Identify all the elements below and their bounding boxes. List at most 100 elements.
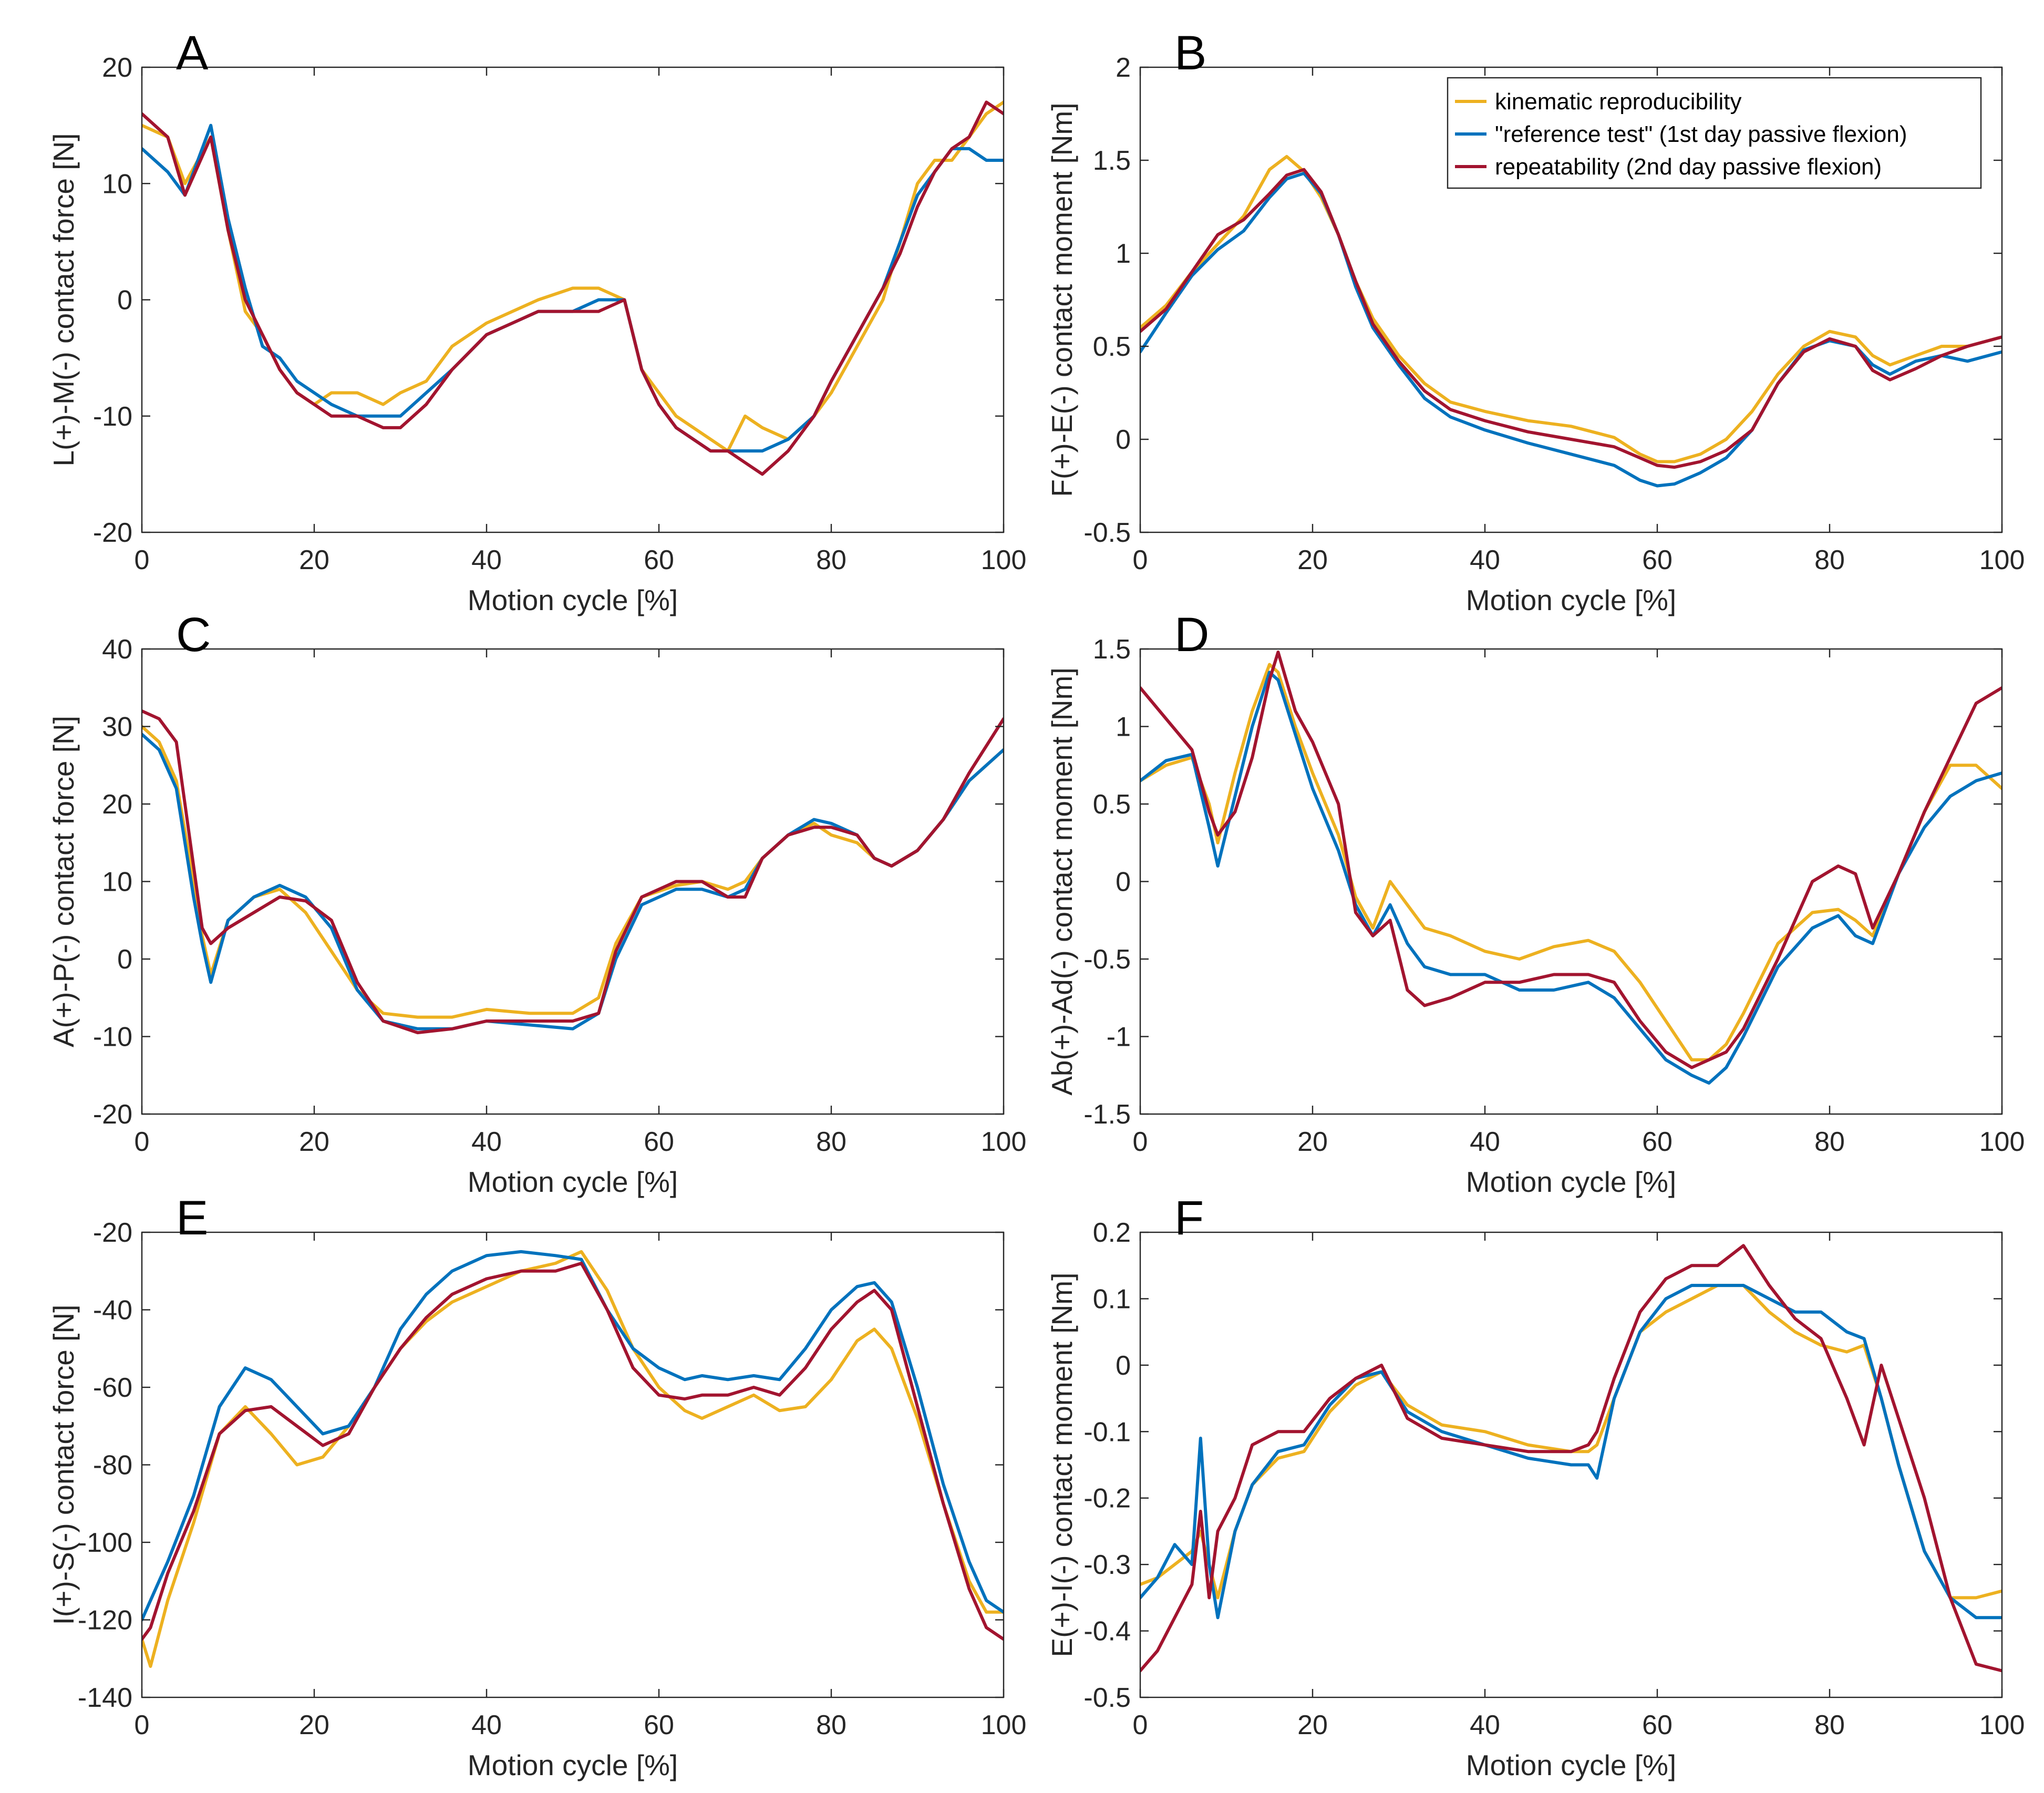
y-tick-label: -0.3 [1083,1550,1131,1580]
panel-letter: F [1174,1191,1204,1245]
y-tick-label: 2 [1116,53,1131,83]
x-tick-label: 20 [1297,1127,1328,1157]
plot-frame [1139,1231,2003,1698]
plot-frame [1139,66,2003,533]
x-tick-label: 80 [1814,545,1845,575]
y-tick-label: -20 [93,518,132,548]
y-tick-label: -60 [93,1373,132,1403]
y-tick-label: -10 [93,401,132,432]
x-tick-label: 100 [1979,1710,2025,1740]
y-tick-label: -0.5 [1083,518,1131,548]
y-tick-label: -40 [93,1295,132,1326]
y-tick-label: 10 [102,169,132,199]
x-tick-label: 20 [1297,545,1328,575]
panel-f: 0 20 40 60 80 100 -0.5 -0.4 -0.3 -0.2 -0.1 0 0.1 0.2 M… [1046,1191,2025,1781]
y-tick-label: 0 [117,285,132,316]
y-tick-label: 1.5 [1093,634,1131,665]
series-line-reference [1140,671,2002,1085]
y-tick-label: 1 [1116,712,1131,743]
y-axis-label: L(+)-M(-) contact force [N] [47,133,80,466]
series-line-repeatability [1140,1244,2002,1673]
legend: kinematic reproducibility "reference test… [1447,77,1982,189]
x-tick-label: 40 [471,1127,502,1157]
series-line-repeatability [142,709,1004,1035]
y-axis-label: A(+)-P(-) contact force [N] [47,716,80,1047]
y-axis-label: I(+)-S(-) contact force [N] [47,1305,80,1625]
panel-letter: A [176,26,209,80]
x-tick-label: 60 [644,545,674,575]
panel-letter: C [176,608,211,662]
y-tick-label: 20 [102,789,132,820]
y-tick-label: 40 [102,634,132,665]
x-tick-label: 40 [1470,1710,1500,1740]
y-tick-label: -1 [1107,1022,1131,1053]
x-tick-label: 100 [1979,545,2025,575]
x-tick-label: 100 [981,1127,1027,1157]
x-axis-label: Motion cycle [%] [1466,1166,1676,1198]
x-tick-label: 40 [471,545,502,575]
y-tick-label: 0 [1116,1351,1131,1381]
x-tick-label: 60 [1642,1127,1673,1157]
series-line-repeatability [1140,650,2002,1069]
x-tick-label: 60 [644,1710,674,1740]
y-tick-label: -10 [93,1022,132,1053]
legend-box [1447,77,1982,189]
y-tick-label: -0.5 [1083,1683,1131,1713]
x-tick-label: 40 [471,1710,502,1740]
x-tick-label: 20 [299,1127,329,1157]
y-tick-label: -20 [93,1218,132,1248]
y-axis-label: F(+)-E(-) contact moment [Nm] [1046,102,1078,497]
series-line-repeatability [142,1262,1004,1641]
x-tick-label: 80 [1814,1710,1845,1740]
y-tick-label: 1.5 [1093,146,1131,176]
series-line-repeatability [142,100,1004,476]
y-tick-label: 10 [102,867,132,898]
x-tick-label: 60 [644,1127,674,1157]
x-axis-label: Motion cycle [%] [1466,1749,1676,1781]
x-tick-label: 0 [135,545,150,575]
x-tick-label: 20 [299,545,329,575]
y-tick-label: -0.1 [1083,1417,1131,1447]
y-tick-label: 0.5 [1093,789,1131,820]
series-line-kinematic [142,1250,1004,1668]
x-axis-label: Motion cycle [%] [1466,584,1676,616]
series-line-kinematic [1140,663,2002,1062]
y-tick-label: 0.1 [1093,1284,1131,1314]
y-tick-label: 20 [102,53,132,83]
y-tick-label: -100 [78,1528,132,1558]
panel-letter: B [1174,26,1206,80]
y-tick-label: -0.4 [1083,1616,1131,1647]
y-tick-label: 0 [1116,867,1131,898]
x-tick-label: 0 [1133,545,1148,575]
panel-a: 0 20 40 60 80 100 -20 -10 0 10 20 Motion cycle [%] L… [47,26,1026,616]
x-tick-label: 100 [1979,1127,2025,1157]
x-tick-label: 40 [1470,1127,1500,1157]
x-axis-label: Motion cycle [%] [468,1749,678,1781]
x-axis-label: Motion cycle [%] [468,584,678,616]
y-tick-label: 0 [117,944,132,975]
series-line-kinematic [1140,154,2002,463]
x-tick-label: 20 [299,1710,329,1740]
y-tick-label: -140 [78,1683,132,1713]
series-line-reference [1140,1284,2002,1620]
series-line-kinematic [1140,1284,2002,1600]
x-tick-label: 0 [1133,1127,1148,1157]
x-tick-label: 60 [1642,545,1673,575]
panel-d: 0 20 40 60 80 100 -1.5 -1 -0.5 0 0.5 1 1.5 Motion cyc… [1046,608,2025,1198]
x-tick-label: 80 [816,545,846,575]
y-tick-label: -80 [93,1450,132,1481]
x-tick-label: 80 [1814,1127,1845,1157]
y-tick-label: -1.5 [1083,1099,1131,1130]
y-tick-label: 1 [1116,239,1131,269]
y-axis-label: Ab(+)-Ad(-) contact moment [Nm] [1046,667,1078,1096]
x-tick-label: 60 [1642,1710,1673,1740]
legend-label-reference: "reference test" (1st day passive flexio… [1495,121,1907,147]
y-tick-label: 30 [102,712,132,743]
panel-c: 0 20 40 60 80 100 -20 -10 0 10 20 30 40 Motion cycle … [47,608,1026,1198]
x-tick-label: 0 [135,1710,150,1740]
panel-e: 0 20 40 60 80 100 -140 -120 -100 -80 -60 -40 -20 Moti… [47,1191,1026,1781]
x-tick-label: 80 [816,1710,846,1740]
